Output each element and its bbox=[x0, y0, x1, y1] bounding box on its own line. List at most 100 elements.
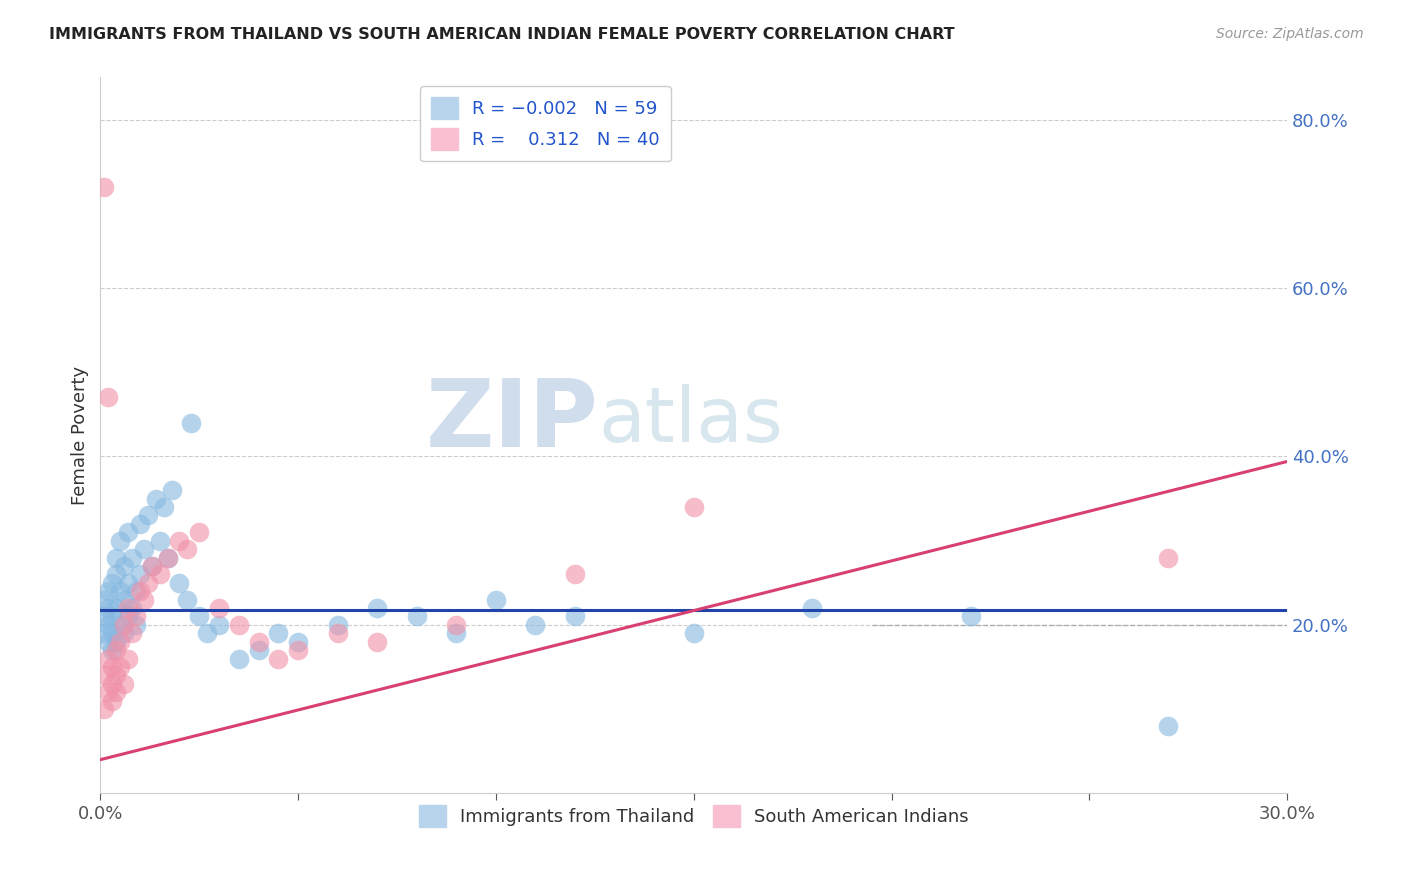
Point bbox=[125, 618, 148, 632]
Point bbox=[176, 542, 198, 557]
Point bbox=[108, 660, 131, 674]
Point bbox=[93, 592, 115, 607]
Point bbox=[117, 651, 139, 665]
Point bbox=[405, 609, 427, 624]
Point bbox=[105, 685, 128, 699]
Point bbox=[149, 567, 172, 582]
Point bbox=[1157, 719, 1180, 733]
Point bbox=[105, 643, 128, 657]
Point bbox=[101, 660, 124, 674]
Point bbox=[97, 584, 120, 599]
Point bbox=[160, 483, 183, 497]
Point bbox=[97, 634, 120, 648]
Point bbox=[105, 668, 128, 682]
Point bbox=[121, 550, 143, 565]
Point bbox=[121, 626, 143, 640]
Point bbox=[93, 702, 115, 716]
Point bbox=[208, 618, 231, 632]
Point bbox=[97, 685, 120, 699]
Point bbox=[125, 584, 148, 599]
Point bbox=[121, 601, 143, 615]
Point bbox=[485, 592, 508, 607]
Point bbox=[156, 550, 179, 565]
Point bbox=[97, 391, 120, 405]
Point bbox=[105, 634, 128, 648]
Point bbox=[959, 609, 981, 624]
Point bbox=[112, 626, 135, 640]
Legend: Immigrants from Thailand, South American Indians: Immigrants from Thailand, South American… bbox=[412, 798, 976, 834]
Point bbox=[247, 643, 270, 657]
Point bbox=[326, 618, 349, 632]
Point bbox=[97, 601, 120, 615]
Point bbox=[105, 567, 128, 582]
Point bbox=[287, 643, 309, 657]
Point bbox=[129, 584, 152, 599]
Point bbox=[267, 626, 290, 640]
Point bbox=[101, 694, 124, 708]
Point bbox=[446, 626, 468, 640]
Point bbox=[247, 634, 270, 648]
Point bbox=[101, 677, 124, 691]
Point bbox=[112, 558, 135, 573]
Text: Source: ZipAtlas.com: Source: ZipAtlas.com bbox=[1216, 27, 1364, 41]
Point bbox=[136, 508, 159, 523]
Point bbox=[682, 626, 704, 640]
Point bbox=[228, 618, 250, 632]
Point bbox=[101, 575, 124, 590]
Point bbox=[152, 500, 174, 514]
Point bbox=[129, 516, 152, 531]
Point bbox=[105, 550, 128, 565]
Point bbox=[149, 533, 172, 548]
Point bbox=[195, 626, 218, 640]
Point bbox=[169, 533, 191, 548]
Point bbox=[141, 558, 163, 573]
Point bbox=[117, 575, 139, 590]
Point bbox=[267, 651, 290, 665]
Point bbox=[801, 601, 824, 615]
Point bbox=[366, 601, 388, 615]
Point bbox=[105, 601, 128, 615]
Point bbox=[93, 626, 115, 640]
Point bbox=[228, 651, 250, 665]
Point bbox=[176, 592, 198, 607]
Point bbox=[108, 533, 131, 548]
Text: atlas: atlas bbox=[599, 384, 783, 458]
Point bbox=[136, 575, 159, 590]
Point bbox=[108, 584, 131, 599]
Point bbox=[180, 416, 202, 430]
Point bbox=[188, 609, 211, 624]
Point bbox=[132, 542, 155, 557]
Point bbox=[101, 609, 124, 624]
Point bbox=[287, 634, 309, 648]
Point bbox=[682, 500, 704, 514]
Point bbox=[156, 550, 179, 565]
Point bbox=[446, 618, 468, 632]
Y-axis label: Female Poverty: Female Poverty bbox=[72, 366, 89, 505]
Point bbox=[101, 626, 124, 640]
Point bbox=[112, 592, 135, 607]
Point bbox=[117, 601, 139, 615]
Point bbox=[129, 567, 152, 582]
Point bbox=[169, 575, 191, 590]
Point bbox=[326, 626, 349, 640]
Text: IMMIGRANTS FROM THAILAND VS SOUTH AMERICAN INDIAN FEMALE POVERTY CORRELATION CHA: IMMIGRANTS FROM THAILAND VS SOUTH AMERIC… bbox=[49, 27, 955, 42]
Point bbox=[112, 677, 135, 691]
Point bbox=[93, 668, 115, 682]
Point bbox=[564, 567, 586, 582]
Point bbox=[188, 525, 211, 540]
Point bbox=[112, 618, 135, 632]
Point bbox=[564, 609, 586, 624]
Point bbox=[366, 634, 388, 648]
Point bbox=[93, 609, 115, 624]
Point bbox=[117, 525, 139, 540]
Point bbox=[1157, 550, 1180, 565]
Point bbox=[108, 634, 131, 648]
Point bbox=[97, 651, 120, 665]
Point bbox=[145, 491, 167, 506]
Point bbox=[125, 609, 148, 624]
Point bbox=[524, 618, 547, 632]
Point bbox=[141, 558, 163, 573]
Point bbox=[97, 618, 120, 632]
Point bbox=[132, 592, 155, 607]
Point bbox=[93, 180, 115, 194]
